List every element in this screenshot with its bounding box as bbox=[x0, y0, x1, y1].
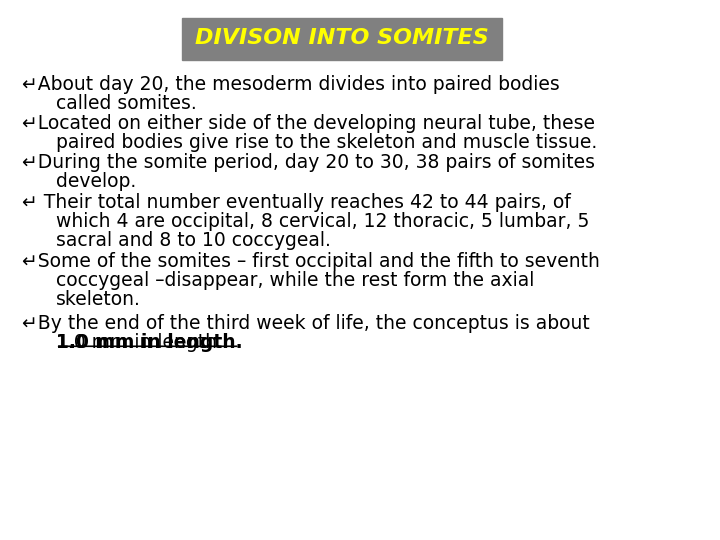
Text: ↵Located on either side of the developing neural tube, these: ↵Located on either side of the developin… bbox=[22, 114, 595, 133]
Text: sacral and 8 to 10 coccygeal.: sacral and 8 to 10 coccygeal. bbox=[56, 231, 330, 250]
FancyBboxPatch shape bbox=[181, 17, 502, 60]
Text: ↵About day 20, the mesoderm divides into paired bodies: ↵About day 20, the mesoderm divides into… bbox=[22, 75, 559, 94]
Text: 1.0 mm in length.: 1.0 mm in length. bbox=[56, 333, 243, 352]
Text: ↵ Their total number eventually reaches 42 to 44 pairs, of: ↵ Their total number eventually reaches … bbox=[22, 193, 570, 212]
Text: ↵By the end of the third week of life, the conceptus is about: ↵By the end of the third week of life, t… bbox=[22, 314, 590, 333]
Text: paired bodies give rise to the skeleton and muscle tissue.: paired bodies give rise to the skeleton … bbox=[56, 133, 597, 152]
Text: develop.: develop. bbox=[56, 172, 136, 191]
Text: coccygeal –disappear, while the rest form the axial: coccygeal –disappear, while the rest for… bbox=[56, 271, 534, 290]
Text: ↵During the somite period, day 20 to 30, 38 pairs of somites: ↵During the somite period, day 20 to 30,… bbox=[22, 153, 595, 172]
Text: 1.0 mm in length.: 1.0 mm in length. bbox=[56, 333, 222, 352]
FancyBboxPatch shape bbox=[0, 0, 689, 540]
Text: DIVISON INTO SOMITES: DIVISON INTO SOMITES bbox=[195, 28, 489, 48]
Text: skeleton.: skeleton. bbox=[56, 290, 140, 309]
Text: ↵Some of the somites – first occipital and the fifth to seventh: ↵Some of the somites – first occipital a… bbox=[22, 252, 600, 272]
Text: called somites.: called somites. bbox=[56, 94, 197, 113]
Text: which 4 are occipital, 8 cervical, 12 thoracic, 5 lumbar, 5: which 4 are occipital, 8 cervical, 12 th… bbox=[56, 212, 589, 231]
